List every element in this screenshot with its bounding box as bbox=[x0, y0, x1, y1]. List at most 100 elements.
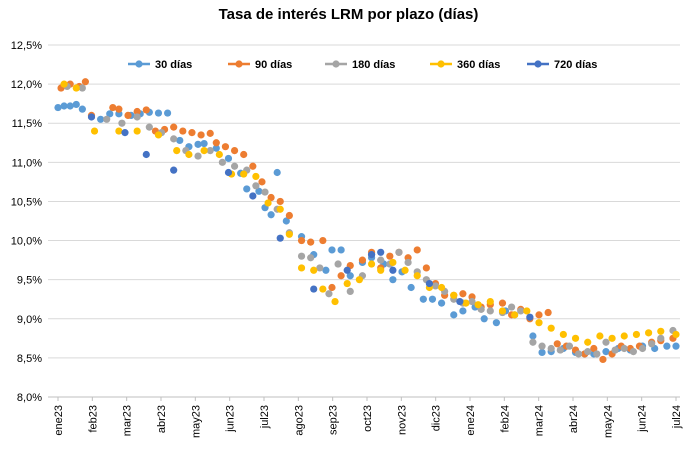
legend-marker bbox=[332, 60, 340, 68]
data-point-360-d-as bbox=[511, 311, 519, 319]
data-point-180-d-as bbox=[574, 350, 583, 358]
data-point-30-d-as bbox=[194, 140, 202, 148]
data-point-360-d-as bbox=[535, 319, 543, 327]
data-point-90-d-as bbox=[230, 147, 239, 155]
data-point-30-d-as bbox=[663, 342, 671, 350]
data-point-30-d-as bbox=[78, 105, 86, 113]
data-point-360-d-as bbox=[297, 264, 306, 272]
data-point-360-d-as bbox=[571, 334, 580, 342]
data-point-720-d-as bbox=[425, 279, 434, 288]
data-point-30-d-as bbox=[154, 109, 163, 117]
data-point-180-d-as bbox=[620, 344, 628, 353]
x-tick-label: abr23 bbox=[156, 405, 168, 433]
data-point-180-d-as bbox=[194, 152, 202, 160]
data-point-30-d-as bbox=[328, 246, 336, 254]
data-point-180-d-as bbox=[78, 84, 86, 92]
data-point-30-d-as bbox=[492, 319, 500, 327]
y-tick-label: 10,0% bbox=[11, 236, 42, 248]
data-point-30-d-as bbox=[97, 115, 105, 123]
data-point-90-d-as bbox=[170, 123, 178, 131]
data-point-360-d-as bbox=[285, 230, 293, 238]
data-point-360-d-as bbox=[72, 84, 80, 92]
data-point-180-d-as bbox=[584, 348, 592, 356]
x-tick-label: may24 bbox=[602, 405, 614, 438]
data-point-360-d-as bbox=[319, 285, 327, 293]
data-point-30-d-as bbox=[407, 283, 415, 292]
y-tick-label: 11,0% bbox=[12, 157, 43, 169]
data-point-180-d-as bbox=[103, 115, 111, 123]
data-point-360-d-as bbox=[474, 301, 482, 309]
data-point-90-d-as bbox=[319, 236, 327, 245]
x-tick-label: jun24 bbox=[637, 405, 649, 433]
data-point-180-d-as bbox=[611, 346, 619, 354]
x-tick-label: jul24 bbox=[671, 405, 683, 429]
data-point-30-d-as bbox=[389, 276, 397, 284]
data-point-180-d-as bbox=[118, 119, 126, 127]
chart-title: Tasa de interés LRM por plazo (días) bbox=[218, 6, 479, 23]
data-point-360-d-as bbox=[523, 307, 531, 315]
data-point-360-d-as bbox=[596, 332, 604, 340]
data-point-30-d-as bbox=[282, 217, 290, 225]
data-point-360-d-as bbox=[413, 272, 421, 280]
data-point-360-d-as bbox=[620, 332, 628, 340]
data-point-360-d-as bbox=[215, 150, 223, 159]
legend-marker bbox=[235, 60, 243, 68]
x-tick-label: mar23 bbox=[122, 405, 134, 436]
data-point-30-d-as bbox=[60, 102, 68, 110]
data-point-720-d-as bbox=[87, 113, 96, 121]
data-point-360-d-as bbox=[584, 338, 592, 346]
data-point-90-d-as bbox=[337, 272, 345, 280]
data-point-30-d-as bbox=[337, 246, 345, 254]
data-point-180-d-as bbox=[404, 258, 412, 267]
data-point-180-d-as bbox=[629, 348, 637, 356]
data-point-360-d-as bbox=[173, 147, 181, 155]
data-point-360-d-as bbox=[264, 199, 272, 207]
data-point-90-d-as bbox=[197, 131, 205, 139]
y-tick-label: 10,5% bbox=[11, 196, 42, 208]
data-point-360-d-as bbox=[645, 329, 653, 337]
legend-marker bbox=[135, 60, 143, 68]
data-point-30-d-as bbox=[538, 348, 546, 357]
data-point-90-d-as bbox=[179, 127, 187, 135]
y-tick-label: 11,5% bbox=[12, 118, 43, 130]
data-point-180-d-as bbox=[334, 260, 342, 268]
x-tick-label: sep23 bbox=[328, 405, 340, 435]
data-point-90-d-as bbox=[221, 143, 230, 151]
data-point-360-d-as bbox=[240, 170, 248, 178]
x-tick-label: ago23 bbox=[293, 405, 305, 436]
data-point-30-d-as bbox=[54, 103, 62, 112]
data-point-90-d-as bbox=[297, 236, 306, 245]
data-point-90-d-as bbox=[206, 129, 214, 137]
data-point-180-d-as bbox=[252, 182, 260, 190]
data-point-90-d-as bbox=[276, 197, 284, 206]
data-point-30-d-as bbox=[273, 168, 281, 177]
data-point-720-d-as bbox=[276, 234, 284, 242]
data-point-30-d-as bbox=[322, 266, 330, 274]
data-point-720-d-as bbox=[367, 251, 376, 259]
data-point-360-d-as bbox=[185, 150, 193, 159]
data-point-720-d-as bbox=[343, 266, 351, 274]
data-point-90-d-as bbox=[498, 299, 507, 307]
data-point-180-d-as bbox=[657, 334, 665, 342]
data-point-720-d-as bbox=[224, 168, 233, 177]
data-point-30-d-as bbox=[419, 295, 427, 303]
legend-label: 30 días bbox=[155, 59, 192, 71]
y-tick-label: 8,5% bbox=[17, 353, 42, 365]
data-point-30-d-as bbox=[267, 211, 275, 219]
data-point-30-d-as bbox=[529, 332, 537, 340]
legend-label: 360 días bbox=[457, 59, 500, 71]
data-point-90-d-as bbox=[285, 211, 293, 220]
data-point-90-d-as bbox=[81, 78, 89, 86]
data-point-90-d-as bbox=[535, 311, 543, 319]
data-point-90-d-as bbox=[422, 264, 430, 272]
data-point-720-d-as bbox=[456, 297, 464, 306]
data-point-90-d-as bbox=[124, 111, 132, 119]
data-point-180-d-as bbox=[538, 342, 546, 350]
data-point-180-d-as bbox=[230, 162, 239, 170]
data-point-30-d-as bbox=[176, 136, 184, 145]
data-point-180-d-as bbox=[593, 350, 601, 358]
data-point-30-d-as bbox=[480, 315, 488, 323]
data-point-180-d-as bbox=[602, 338, 610, 346]
